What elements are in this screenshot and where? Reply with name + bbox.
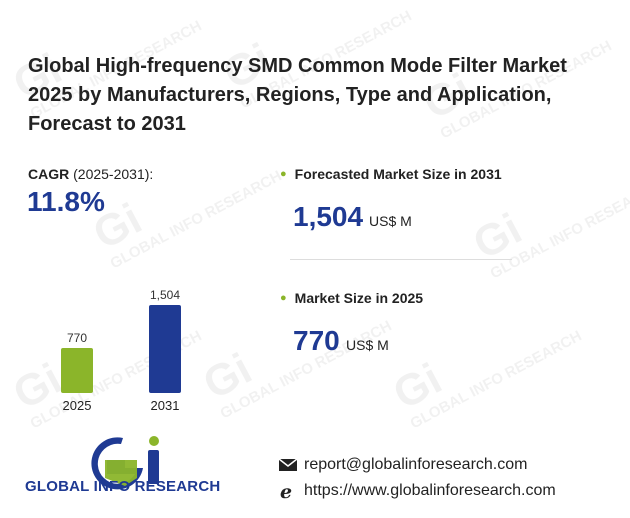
browser-e-icon: e [280, 482, 292, 500]
current-unit: US$ M [346, 337, 389, 353]
cagr-label: CAGR (2025-2031): [28, 166, 153, 182]
bullet-icon: ● [280, 168, 287, 180]
forecast-unit: US$ M [369, 213, 412, 229]
data-label-2031: 1,504 [150, 288, 180, 302]
contact-email[interactable]: report@globalinforesearch.com [278, 456, 527, 474]
forecast-label-text: Forecasted Market Size in 2031 [294, 166, 502, 182]
watermark: Gi GLOBAL INFO RESEARCH [385, 327, 585, 433]
chart-svg: 770 2025 1,504 2031 [61, 288, 181, 413]
cagr-period: (2025-2031): [73, 166, 154, 182]
page-title: Global High-frequency SMD Common Mode Fi… [28, 55, 567, 135]
bar-2025 [61, 347, 93, 393]
email-link[interactable]: report@globalinforesearch.com [304, 456, 528, 473]
watermark: Gi GLOBAL INFO RESEARCH [465, 177, 630, 283]
contact-website[interactable]: e https://www.globalinforesearch.com [278, 482, 556, 500]
brand-name: GLOBAL INFO RESEARCH [25, 478, 221, 495]
current-label: ● Market Size in 2025 [280, 290, 423, 306]
data-label-2025: 770 [67, 331, 87, 345]
cagr-value: 11.8% [27, 186, 105, 217]
cagr-label-text: CAGR [28, 166, 70, 182]
forecast-value: 1,504 [293, 201, 364, 232]
current-label-text: Market Size in 2025 [294, 290, 424, 306]
bullet-icon: ● [280, 292, 287, 304]
watermark: Gi GLOBAL INFO RESEARCH [85, 167, 285, 273]
brand-logo-icon [91, 436, 159, 490]
x-tick-label-2031: 2031 [151, 398, 180, 413]
bar-2031 [149, 305, 181, 393]
website-link[interactable]: https://www.globalinforesearch.com [304, 482, 556, 499]
divider [290, 259, 512, 260]
forecast-label: ● Forecasted Market Size in 2031 [280, 166, 502, 182]
market-size-bar-chart: 770 2025 1,504 2031 [40, 280, 230, 420]
current-value: 770 [293, 325, 340, 356]
envelope-icon [278, 458, 298, 471]
x-tick-label-2025: 2025 [63, 398, 92, 413]
svg-text:e: e [280, 482, 292, 500]
